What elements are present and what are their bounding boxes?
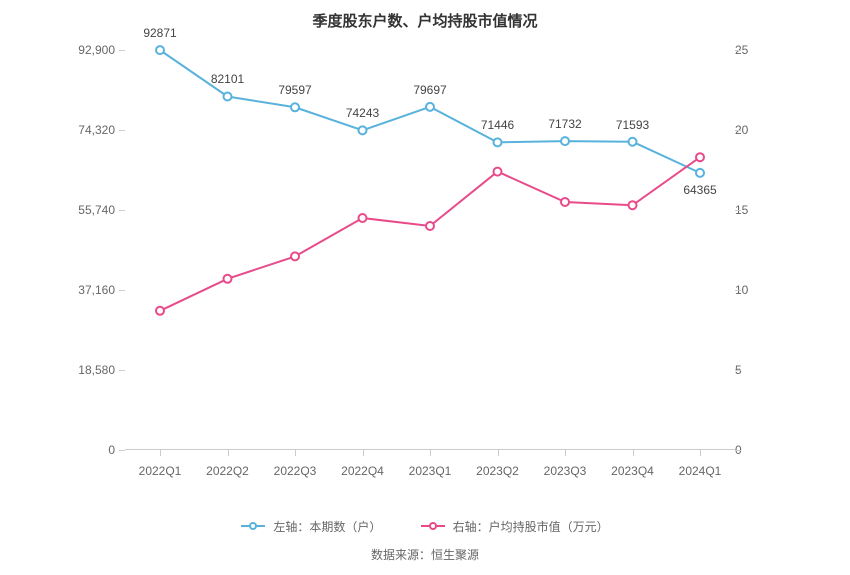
legend-label-series2: 右轴：户均持股市值（万元）: [453, 518, 609, 535]
source-name: 恒生聚源: [431, 548, 479, 562]
series1-marker: [629, 138, 637, 146]
x-tick-label: 2024Q1: [670, 464, 730, 478]
y-right-tick-label: 0: [735, 443, 775, 457]
series1-data-label: 79697: [413, 83, 446, 97]
legend: 左轴：本期数（户） 右轴：户均持股市值（万元）: [0, 518, 850, 536]
series1-marker: [494, 138, 502, 146]
series1-data-label: 92871: [143, 26, 176, 40]
series2-marker: [224, 275, 232, 283]
series1-data-label: 71446: [481, 118, 514, 132]
legend-label-series1: 左轴：本期数（户）: [273, 518, 381, 535]
y-left-tick-label: 37,160: [55, 283, 115, 297]
source-prefix: 数据来源：: [371, 548, 431, 562]
y-left-tick-label: 74,320: [55, 123, 115, 137]
y-right-tick-label: 15: [735, 203, 775, 217]
y-right-tick-label: 20: [735, 123, 775, 137]
series2-marker: [359, 214, 367, 222]
x-tick-label: 2023Q2: [468, 464, 528, 478]
series1-marker: [426, 103, 434, 111]
x-tick-label: 2022Q1: [130, 464, 190, 478]
x-tick-label: 2023Q3: [535, 464, 595, 478]
series1-data-label: 74243: [346, 106, 379, 120]
series1-data-label: 71593: [616, 118, 649, 132]
series2-line: [160, 157, 700, 311]
y-right-tick-label: 5: [735, 363, 775, 377]
series1-marker: [224, 92, 232, 100]
series2-marker: [561, 198, 569, 206]
series1-marker: [291, 103, 299, 111]
y-left-tick-label: 0: [55, 443, 115, 457]
chart-container: 季度股东户数、户均持股市值情况 0 18,580 37,160 55,740 74,32…: [0, 0, 850, 575]
series1-data-label: 64365: [683, 183, 716, 197]
series2-marker: [696, 153, 704, 161]
x-tick-label: 2023Q4: [603, 464, 663, 478]
series1-data-label: 82101: [211, 72, 244, 86]
series1-marker: [156, 46, 164, 54]
x-tick-label: 2022Q3: [265, 464, 325, 478]
series1-marker: [359, 126, 367, 134]
y-right-tick-label: 10: [735, 283, 775, 297]
series2-marker: [156, 307, 164, 315]
chart-svg: [125, 50, 735, 450]
legend-item-series1: 左轴：本期数（户）: [241, 518, 381, 535]
x-tick-label: 2022Q4: [333, 464, 393, 478]
data-source: 数据来源：恒生聚源: [0, 546, 850, 563]
x-tick-label: 2022Q2: [198, 464, 258, 478]
y-left-tick-label: 92,900: [55, 43, 115, 57]
legend-marker-series1: [241, 520, 265, 532]
series2-marker: [426, 222, 434, 230]
series1-data-label: 79597: [278, 83, 311, 97]
series2-marker: [291, 252, 299, 260]
series1-marker: [696, 169, 704, 177]
chart-title: 季度股东户数、户均持股市值情况: [0, 10, 850, 31]
x-tick-label: 2023Q1: [400, 464, 460, 478]
legend-marker-series2: [421, 520, 445, 532]
series2-marker: [494, 168, 502, 176]
series2-marker: [629, 201, 637, 209]
plot-area: 2022Q12022Q22022Q32022Q42023Q12023Q22023…: [125, 50, 735, 450]
legend-item-series2: 右轴：户均持股市值（万元）: [421, 518, 609, 535]
y-right-tick-label: 25: [735, 43, 775, 57]
y-left-tick-label: 18,580: [55, 363, 115, 377]
series1-data-label: 71732: [548, 117, 581, 131]
series1-marker: [561, 137, 569, 145]
y-left-tick-label: 55,740: [55, 203, 115, 217]
